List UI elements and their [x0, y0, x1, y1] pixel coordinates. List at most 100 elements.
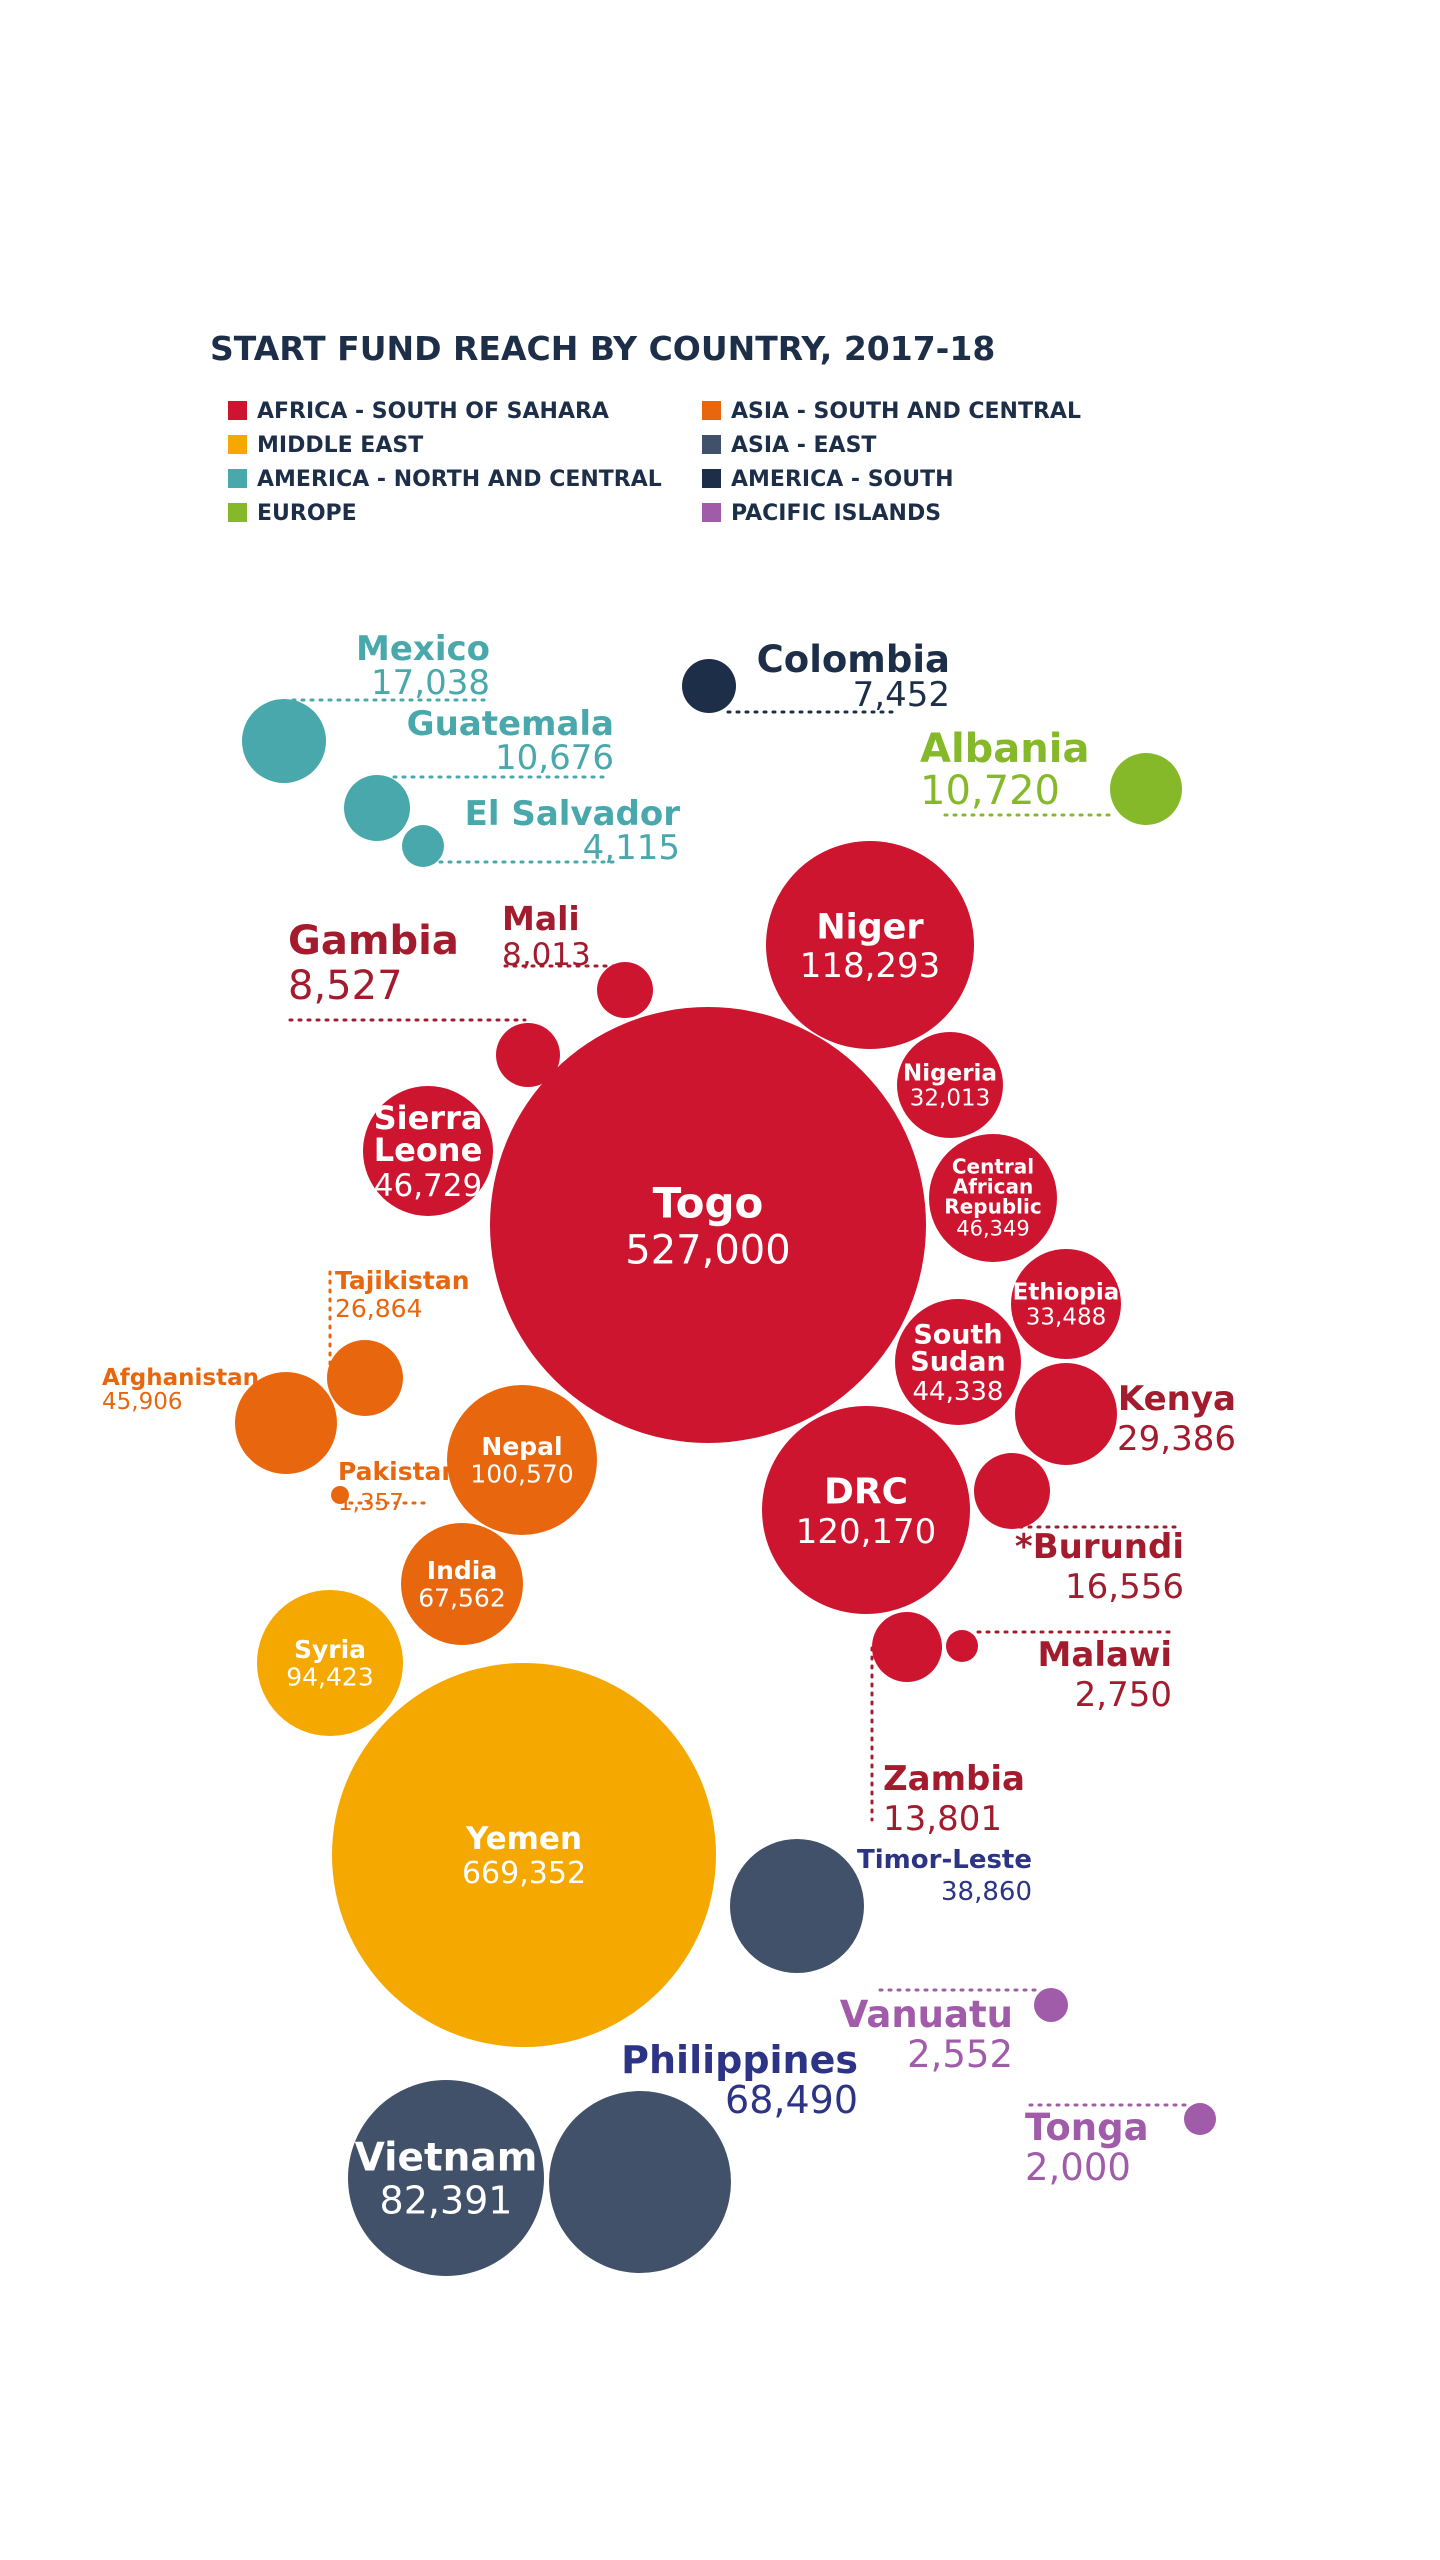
- country-name-gambia: Gambia: [288, 918, 459, 964]
- legend-label-pacific-islands: PACIFIC ISLANDS: [731, 501, 941, 526]
- country-name-drc: DRC: [824, 1472, 908, 1513]
- bubble-philippines: [549, 2091, 731, 2273]
- country-name-nepal: Nepal: [481, 1432, 562, 1461]
- label-pakistan: Pakistan 1,357: [338, 1457, 459, 1516]
- bubble-kenya: [1015, 1363, 1117, 1465]
- bubble-syria: [257, 1590, 403, 1736]
- bubble-central-african-republic: [929, 1134, 1057, 1262]
- bubbles: [235, 659, 1216, 2276]
- bubble-ethiopia: [1011, 1249, 1121, 1359]
- country-value-kenya: 29,386: [1117, 1419, 1236, 1459]
- legend-swatch-pacific-islands: [702, 503, 721, 522]
- legend-swatch-europe: [228, 503, 247, 522]
- country-value-ethiopia: 33,488: [1026, 1305, 1106, 1331]
- leader-lines: [288, 698, 1187, 2107]
- bubble-afghanistan: [235, 1372, 337, 1474]
- bubble-pakistan: [331, 1486, 349, 1504]
- country-name-guatemala: Guatemala: [407, 704, 614, 744]
- country-value-vanuatu: 2,552: [907, 2033, 1013, 2076]
- country-value-togo: 527,000: [625, 1227, 790, 1273]
- country-name-el-salvador: El Salvador: [465, 794, 681, 834]
- legend: AFRICA - SOUTH OF SAHARA MIDDLE EAST AMERI…: [228, 399, 1081, 526]
- country-name-south-sudan: Sudan: [910, 1346, 1005, 1377]
- bubble-tajikistan: [327, 1340, 403, 1416]
- legend-label-middle-east: MIDDLE EAST: [257, 433, 423, 458]
- country-name-sierra-leone: Leone: [374, 1131, 483, 1169]
- country-name-niger: Niger: [816, 907, 924, 947]
- bubble-drc: [762, 1406, 970, 1614]
- country-value-philippines: 68,490: [725, 2078, 858, 2122]
- country-value-guatemala: 10,676: [495, 738, 614, 778]
- country-value-sierra-leone: 46,729: [374, 1168, 482, 1204]
- country-name-nigeria: Nigeria: [903, 1060, 997, 1086]
- country-name-ethiopia: Ethiopia: [1013, 1279, 1120, 1305]
- bubble-timor-leste: [730, 1839, 864, 1973]
- country-name-vanuatu: Vanuatu: [840, 1993, 1013, 2036]
- country-name-colombia: Colombia: [757, 638, 950, 681]
- legend-label-america-north-and-central: AMERICA - NORTH AND CENTRAL: [257, 467, 662, 492]
- bubble-togo: [490, 1007, 926, 1443]
- country-value-timor-leste: 38,860: [941, 1877, 1032, 1907]
- country-name-togo: Togo: [653, 1178, 764, 1227]
- country-name-vietnam: Vietnam: [355, 2136, 538, 2181]
- bubble-tonga: [1184, 2103, 1216, 2135]
- country-value-vietnam: 82,391: [380, 2178, 513, 2222]
- country-value-el-salvador: 4,115: [583, 828, 680, 868]
- bubble-sierra-leone: [363, 1086, 493, 1216]
- bubble-vanuatu: [1034, 1988, 1068, 2022]
- country-name-timor-leste: Timor-Leste: [857, 1845, 1032, 1875]
- bubble-el-salvador: [402, 825, 444, 867]
- country-value-syria: 94,423: [286, 1662, 373, 1691]
- legend-swatch-middle-east: [228, 435, 247, 454]
- country-name-tajikistan: Tajikistan: [335, 1266, 470, 1295]
- country-value-colombia: 7,452: [853, 675, 950, 715]
- country-name-central-african-republic: Central: [952, 1154, 1034, 1178]
- country-value-nigeria: 32,013: [910, 1086, 990, 1112]
- country-name-burundi: *Burundi: [1015, 1527, 1184, 1567]
- country-value-afghanistan: 45,906: [102, 1389, 182, 1415]
- bubble-nigeria: [897, 1032, 1003, 1138]
- country-name-kenya: Kenya: [1118, 1379, 1236, 1419]
- bubble-burundi: [974, 1453, 1050, 1529]
- country-value-albania: 10,720: [920, 768, 1060, 814]
- country-name-tonga: Tonga: [1025, 2106, 1149, 2149]
- legend-swatch-asia-east: [702, 435, 721, 454]
- country-name-zambia: Zambia: [883, 1759, 1025, 1799]
- legend-label-europe: EUROPE: [257, 501, 357, 526]
- bubble-yemen: [332, 1663, 716, 2047]
- country-value-malawi: 2,750: [1075, 1675, 1172, 1715]
- legend-swatch-america-north-and-central: [228, 469, 247, 488]
- chart-title: START FUND REACH BY COUNTRY, 2017-18: [210, 329, 995, 368]
- country-value-pakistan: 1,357: [338, 1490, 404, 1516]
- bubble-colombia: [682, 659, 736, 713]
- country-value-zambia: 13,801: [883, 1799, 1002, 1839]
- country-name-afghanistan: Afghanistan: [102, 1365, 259, 1391]
- country-value-mali: 8,013: [502, 937, 591, 973]
